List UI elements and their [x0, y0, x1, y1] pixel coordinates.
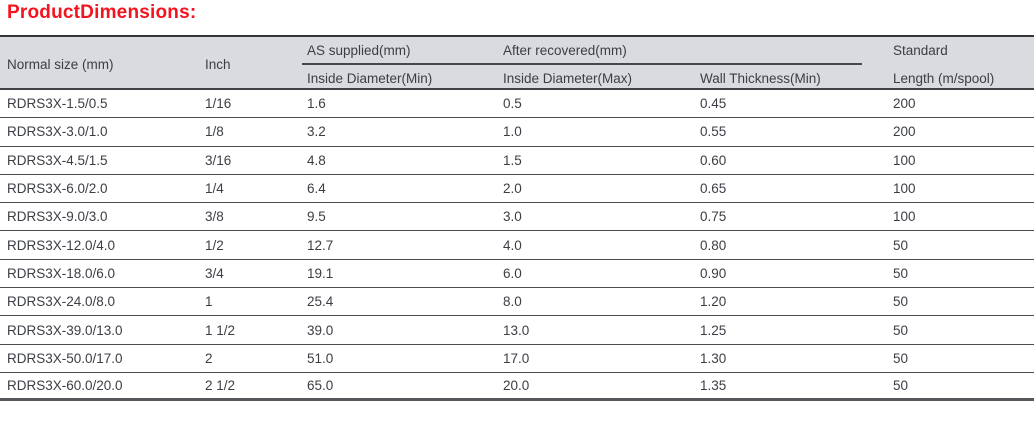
cell-wall-thickness-min: 0.90: [700, 265, 727, 281]
cell-model: RDRS3X-60.0/20.0: [7, 378, 123, 394]
cell-model: RDRS3X-3.0/1.0: [7, 124, 108, 140]
cell-standard-length: 50: [893, 378, 909, 394]
cell-wall-thickness-min: 0.45: [700, 96, 727, 112]
cell-standard-length: 200: [893, 96, 916, 112]
cell-inside-diameter-max: 0.5: [503, 96, 522, 112]
cell-inside-diameter-max: 3.0: [503, 209, 522, 225]
table-row: RDRS3X-4.5/1.5 3/16 4.8 1.5 0.60 100: [0, 147, 1034, 175]
cell-inside-diameter-min: 9.5: [307, 209, 326, 225]
cell-inch: 2 1/2: [205, 378, 236, 394]
cell-inside-diameter-min: 3.2: [307, 124, 326, 140]
table-row: RDRS3X-39.0/13.0 1 1/2 39.0 13.0 1.25 50: [0, 316, 1034, 345]
cell-wall-thickness-min: 1.30: [700, 350, 727, 366]
cell-inch: 1/16: [205, 96, 232, 112]
table-row: RDRS3X-12.0/4.0 1/2 12.7 4.0 0.80 50: [0, 231, 1034, 260]
cell-inside-diameter-min: 4.8: [307, 152, 326, 168]
cell-wall-thickness-min: 0.55: [700, 124, 727, 140]
cell-wall-thickness-min: 0.80: [700, 237, 727, 253]
table-row: RDRS3X-24.0/8.0 1 25.4 8.0 1.20 50: [0, 288, 1034, 317]
cell-wall-thickness-min: 1.25: [700, 322, 727, 338]
cell-inch: 1 1/2: [205, 322, 236, 338]
cell-inside-diameter-min: 39.0: [307, 322, 334, 338]
cell-inside-diameter-max: 2.0: [503, 181, 522, 197]
cell-standard-length: 50: [893, 294, 909, 310]
table-row: RDRS3X-1.5/0.5 1/16 1.6 0.5 0.45 200: [0, 90, 1034, 119]
cell-inside-diameter-min: 6.4: [307, 181, 326, 197]
cell-inside-diameter-max: 4.0: [503, 237, 522, 253]
cell-inch: 1: [205, 294, 213, 310]
cell-wall-thickness-min: 1.35: [700, 378, 727, 394]
cell-model: RDRS3X-24.0/8.0: [7, 294, 116, 310]
cell-inside-diameter-min: 65.0: [307, 378, 334, 394]
cell-inside-diameter-min: 51.0: [307, 350, 334, 366]
cell-inside-diameter-max: 13.0: [503, 322, 530, 338]
cell-inside-diameter-max: 1.0: [503, 124, 522, 140]
cell-standard-length: 50: [893, 265, 909, 281]
cell-standard-length: 50: [893, 350, 909, 366]
cell-standard-length: 100: [893, 209, 916, 225]
cell-model: RDRS3X-18.0/6.0: [7, 265, 116, 281]
page-title: ProductDimensions:: [7, 2, 197, 23]
header-standard: Standard: [893, 43, 948, 58]
cell-model: RDRS3X-1.5/0.5: [7, 96, 108, 112]
cell-inch: 3/4: [205, 265, 224, 281]
table-row: RDRS3X-18.0/6.0 3/4 19.1 6.0 0.90 50: [0, 260, 1034, 289]
cell-inside-diameter-max: 17.0: [503, 350, 530, 366]
table-row: RDRS3X-6.0/2.0 1/4 6.4 2.0 0.65 100: [0, 175, 1034, 204]
header-as-supplied-group: AS supplied(mm): [307, 43, 411, 58]
cell-standard-length: 100: [893, 181, 916, 197]
cell-inside-diameter-min: 19.1: [307, 265, 334, 281]
table-row: RDRS3X-60.0/20.0 2 1/2 65.0 20.0 1.35 50: [0, 373, 1034, 402]
cell-wall-thickness-min: 0.60: [700, 152, 727, 168]
cell-inside-diameter-max: 20.0: [503, 378, 530, 394]
table-row: RDRS3X-9.0/3.0 3/8 9.5 3.0 0.75 100: [0, 203, 1034, 232]
cell-model: RDRS3X-4.5/1.5: [7, 152, 108, 168]
header-inside-diameter-min: Inside Diameter(Min): [307, 71, 433, 86]
cell-inch: 1/4: [205, 181, 224, 197]
table-body: RDRS3X-1.5/0.5 1/16 1.6 0.5 0.45 200 RDRS3X-3.…: [0, 90, 1034, 402]
cell-inside-diameter-min: 1.6: [307, 96, 326, 112]
cell-inside-diameter-max: 6.0: [503, 265, 522, 281]
cell-standard-length: 100: [893, 152, 916, 168]
cell-standard-length: 200: [893, 124, 916, 140]
table-row: RDRS3X-50.0/17.0 2 51.0 17.0 1.30 50: [0, 345, 1034, 373]
header-inside-diameter-max: Inside Diameter(Max): [503, 71, 633, 86]
cell-wall-thickness-min: 0.65: [700, 181, 727, 197]
header-inch: Inch: [205, 57, 231, 72]
cell-model: RDRS3X-12.0/4.0: [7, 237, 116, 253]
cell-inch: 3/16: [205, 152, 232, 168]
cell-inside-diameter-min: 25.4: [307, 294, 334, 310]
header-wall-thickness-min: Wall Thickness(Min): [700, 71, 821, 86]
cell-inside-diameter-max: 8.0: [503, 294, 522, 310]
header-group-underline: [302, 63, 862, 65]
cell-inside-diameter-max: 1.5: [503, 152, 522, 168]
cell-inside-diameter-min: 12.7: [307, 237, 334, 253]
cell-standard-length: 50: [893, 237, 909, 253]
product-dimensions-table: Normal size (mm) Inch AS supplied(mm) Af…: [0, 35, 1034, 402]
table-row: RDRS3X-3.0/1.0 1/8 3.2 1.0 0.55 200: [0, 118, 1034, 147]
header-length-per-spool: Length (m/spool): [893, 71, 995, 86]
header-after-recovered-group: After recovered(mm): [503, 43, 627, 58]
cell-inch: 1/8: [205, 124, 224, 140]
cell-inch: 2: [205, 350, 213, 366]
table-header: Normal size (mm) Inch AS supplied(mm) Af…: [0, 35, 1034, 90]
cell-model: RDRS3X-50.0/17.0: [7, 350, 123, 366]
header-normal-size: Normal size (mm): [7, 57, 114, 72]
cell-model: RDRS3X-6.0/2.0: [7, 181, 108, 197]
cell-wall-thickness-min: 1.20: [700, 294, 727, 310]
cell-model: RDRS3X-39.0/13.0: [7, 322, 123, 338]
cell-inch: 3/8: [205, 209, 224, 225]
cell-inch: 1/2: [205, 237, 224, 253]
cell-model: RDRS3X-9.0/3.0: [7, 209, 108, 225]
cell-standard-length: 50: [893, 322, 909, 338]
cell-wall-thickness-min: 0.75: [700, 209, 727, 225]
